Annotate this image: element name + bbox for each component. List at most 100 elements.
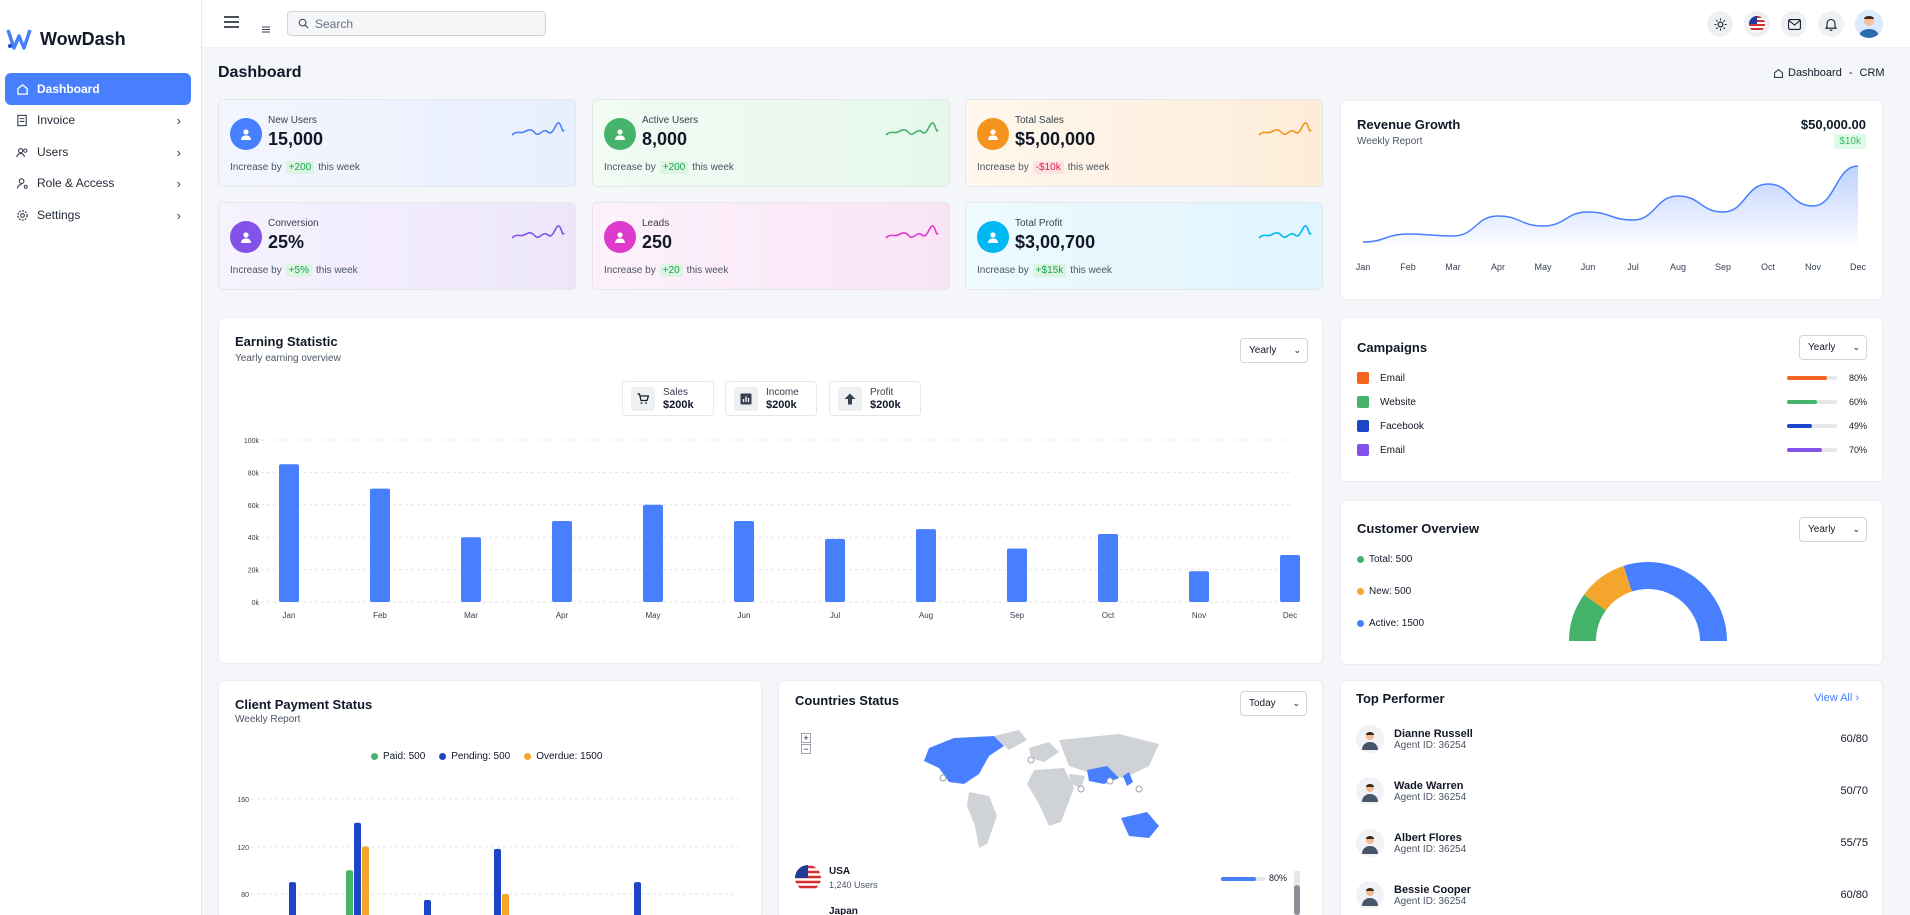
language-button[interactable] — [1744, 11, 1770, 37]
messages-button[interactable] — [1781, 11, 1807, 37]
home-icon — [15, 82, 29, 96]
customer-period-select[interactable]: Yearly ⌄ — [1799, 517, 1867, 542]
stat-change-badge: +200 — [659, 161, 689, 174]
lines-icon — [262, 26, 270, 33]
x-tick-label: Nov — [1192, 611, 1206, 620]
x-tick-label: May — [645, 611, 660, 620]
campaigns-title: Campaigns — [1357, 340, 1428, 355]
campaign-percent: 60% — [1849, 397, 1868, 407]
x-tick-label: Jan — [283, 611, 296, 620]
view-all-link[interactable]: View All › — [1814, 692, 1860, 704]
notifications-button[interactable] — [1818, 11, 1844, 37]
sidebar-item-users[interactable]: Users › — [5, 136, 191, 168]
donut-slice — [1623, 562, 1727, 641]
sidebar-item-settings[interactable]: Settings › — [5, 199, 191, 231]
stat-label: Total Sales — [1015, 115, 1064, 126]
list-scrollbar[interactable] — [1294, 871, 1300, 915]
x-tick-label: Oct — [1102, 611, 1115, 620]
chevron-down-icon: ⌄ — [1852, 342, 1860, 352]
arrow-up-icon — [838, 386, 862, 411]
payment-title: Client Payment Status — [235, 697, 373, 712]
y-tick-label: 60k — [248, 503, 260, 510]
campaign-percent: 70% — [1849, 445, 1868, 455]
countries-period-value: Today — [1249, 698, 1276, 709]
campaign-progress-fill — [1787, 424, 1812, 428]
search-placeholder: Search — [315, 16, 354, 31]
revenue-subtitle: Weekly Report — [1357, 136, 1423, 147]
avatar — [1356, 881, 1384, 909]
performer-id: Agent ID: 36254 — [1394, 895, 1467, 907]
x-tick-label: Sep — [1010, 611, 1025, 620]
sidebar: WowDash Dashboard Invoice › Users › Role… — [0, 0, 202, 915]
sidebar-item-role-access[interactable]: Role & Access › — [5, 167, 191, 199]
stat-footer: Increase by +$15k this week — [977, 264, 1112, 277]
country-name: Japan — [829, 906, 858, 915]
invoice-icon — [15, 113, 29, 127]
mobile-menu-button[interactable] — [262, 22, 270, 36]
legend-item: Pending: 500 — [439, 751, 510, 762]
search-input[interactable]: Search — [287, 11, 546, 36]
stat-footer: Increase by +5% this week — [230, 264, 358, 277]
stat-change-prefix: Increase by — [230, 265, 282, 276]
campaign-row: Website 60% — [1357, 396, 1867, 408]
map-zoom-in-button[interactable]: + — [801, 733, 811, 743]
menu-toggle-button[interactable] — [224, 16, 239, 31]
performer-row[interactable]: Albert Flores Agent ID: 36254 55/75 — [1356, 829, 1868, 857]
stat-change-prefix: Increase by — [604, 265, 656, 276]
legend-new: New: 500 — [1357, 586, 1424, 597]
campaigns-period-select[interactable]: Yearly ⌄ — [1799, 335, 1867, 360]
countries-period-select[interactable]: Today ⌄ — [1240, 691, 1307, 716]
breadcrumb-current: CRM — [1859, 67, 1885, 79]
stat-change-suffix: this week — [692, 162, 734, 173]
campaign-row: Facebook 49% — [1357, 420, 1867, 432]
search-icon — [298, 18, 309, 29]
countries-status-card: Countries Status Today ⌄ + − USA 1,240 U… — [778, 680, 1323, 915]
legend-label: Pending: 500 — [451, 751, 511, 762]
x-tick-label: Jun — [1581, 262, 1596, 272]
campaign-progress — [1787, 376, 1837, 380]
user-avatar[interactable] — [1855, 10, 1883, 38]
chart-icon — [734, 386, 758, 411]
money-bag-icon — [604, 221, 636, 253]
performer-row[interactable]: Bessie Cooper Agent ID: 36254 60/80 — [1356, 881, 1868, 909]
gear-icon — [15, 208, 29, 222]
bar — [1189, 571, 1209, 602]
stat-value: 8,000 — [642, 129, 688, 149]
bar — [279, 464, 299, 602]
avatar — [1356, 829, 1384, 857]
revenue-growth-card: Revenue Growth Weekly Report $50,000.00 … — [1340, 100, 1883, 300]
bar — [916, 529, 936, 602]
stat-change-badge: +200 — [285, 161, 315, 174]
sales-pill: Sales $200k — [622, 381, 714, 416]
theme-toggle-button[interactable] — [1707, 11, 1733, 37]
breadcrumb-home[interactable]: Dashboard — [1788, 67, 1842, 79]
countries-title: Countries Status — [795, 693, 900, 708]
top-performer-card: Top Performer View All › Dianne Russell A… — [1340, 680, 1883, 915]
performer-name: Dianne Russell — [1394, 727, 1473, 740]
country-name: USA — [829, 866, 851, 877]
country-progress — [1221, 877, 1265, 881]
sidebar-item-dashboard[interactable]: Dashboard — [5, 73, 191, 105]
bar — [1007, 548, 1027, 602]
earning-chart: 0k 20k 40k 60k 80k 100k Jan Feb Mar Apr May Jun Jul A… — [244, 438, 1300, 620]
legend-total: Total: 500 — [1357, 554, 1424, 565]
customer-donut-chart — [1569, 562, 1727, 641]
earning-period-value: Yearly — [1249, 345, 1277, 356]
cart-icon — [631, 386, 655, 411]
stat-value: $3,00,700 — [1015, 232, 1096, 252]
sidebar-item-invoice[interactable]: Invoice › — [5, 104, 191, 136]
logo[interactable]: WowDash — [6, 26, 126, 52]
sparkline-chart — [885, 225, 939, 239]
map-zoom-out-button[interactable]: − — [801, 744, 811, 754]
earning-period-select[interactable]: Yearly ⌄ — [1240, 338, 1308, 363]
us-flag-icon — [1749, 16, 1765, 32]
stat-card: Total Profit $3,00,700 Increase by +$15k thi… — [965, 202, 1323, 290]
performer-row[interactable]: Dianne Russell Agent ID: 36254 60/80 — [1356, 725, 1868, 753]
stat-change-badge: -$10k — [1032, 161, 1064, 174]
world-map — [924, 730, 1159, 848]
campaign-progress — [1787, 448, 1837, 452]
campaign-label: Facebook — [1380, 420, 1424, 432]
stat-change-prefix: Increase by — [977, 265, 1029, 276]
sparkline-chart — [511, 122, 565, 136]
performer-row[interactable]: Wade Warren Agent ID: 36254 50/70 — [1356, 777, 1868, 805]
